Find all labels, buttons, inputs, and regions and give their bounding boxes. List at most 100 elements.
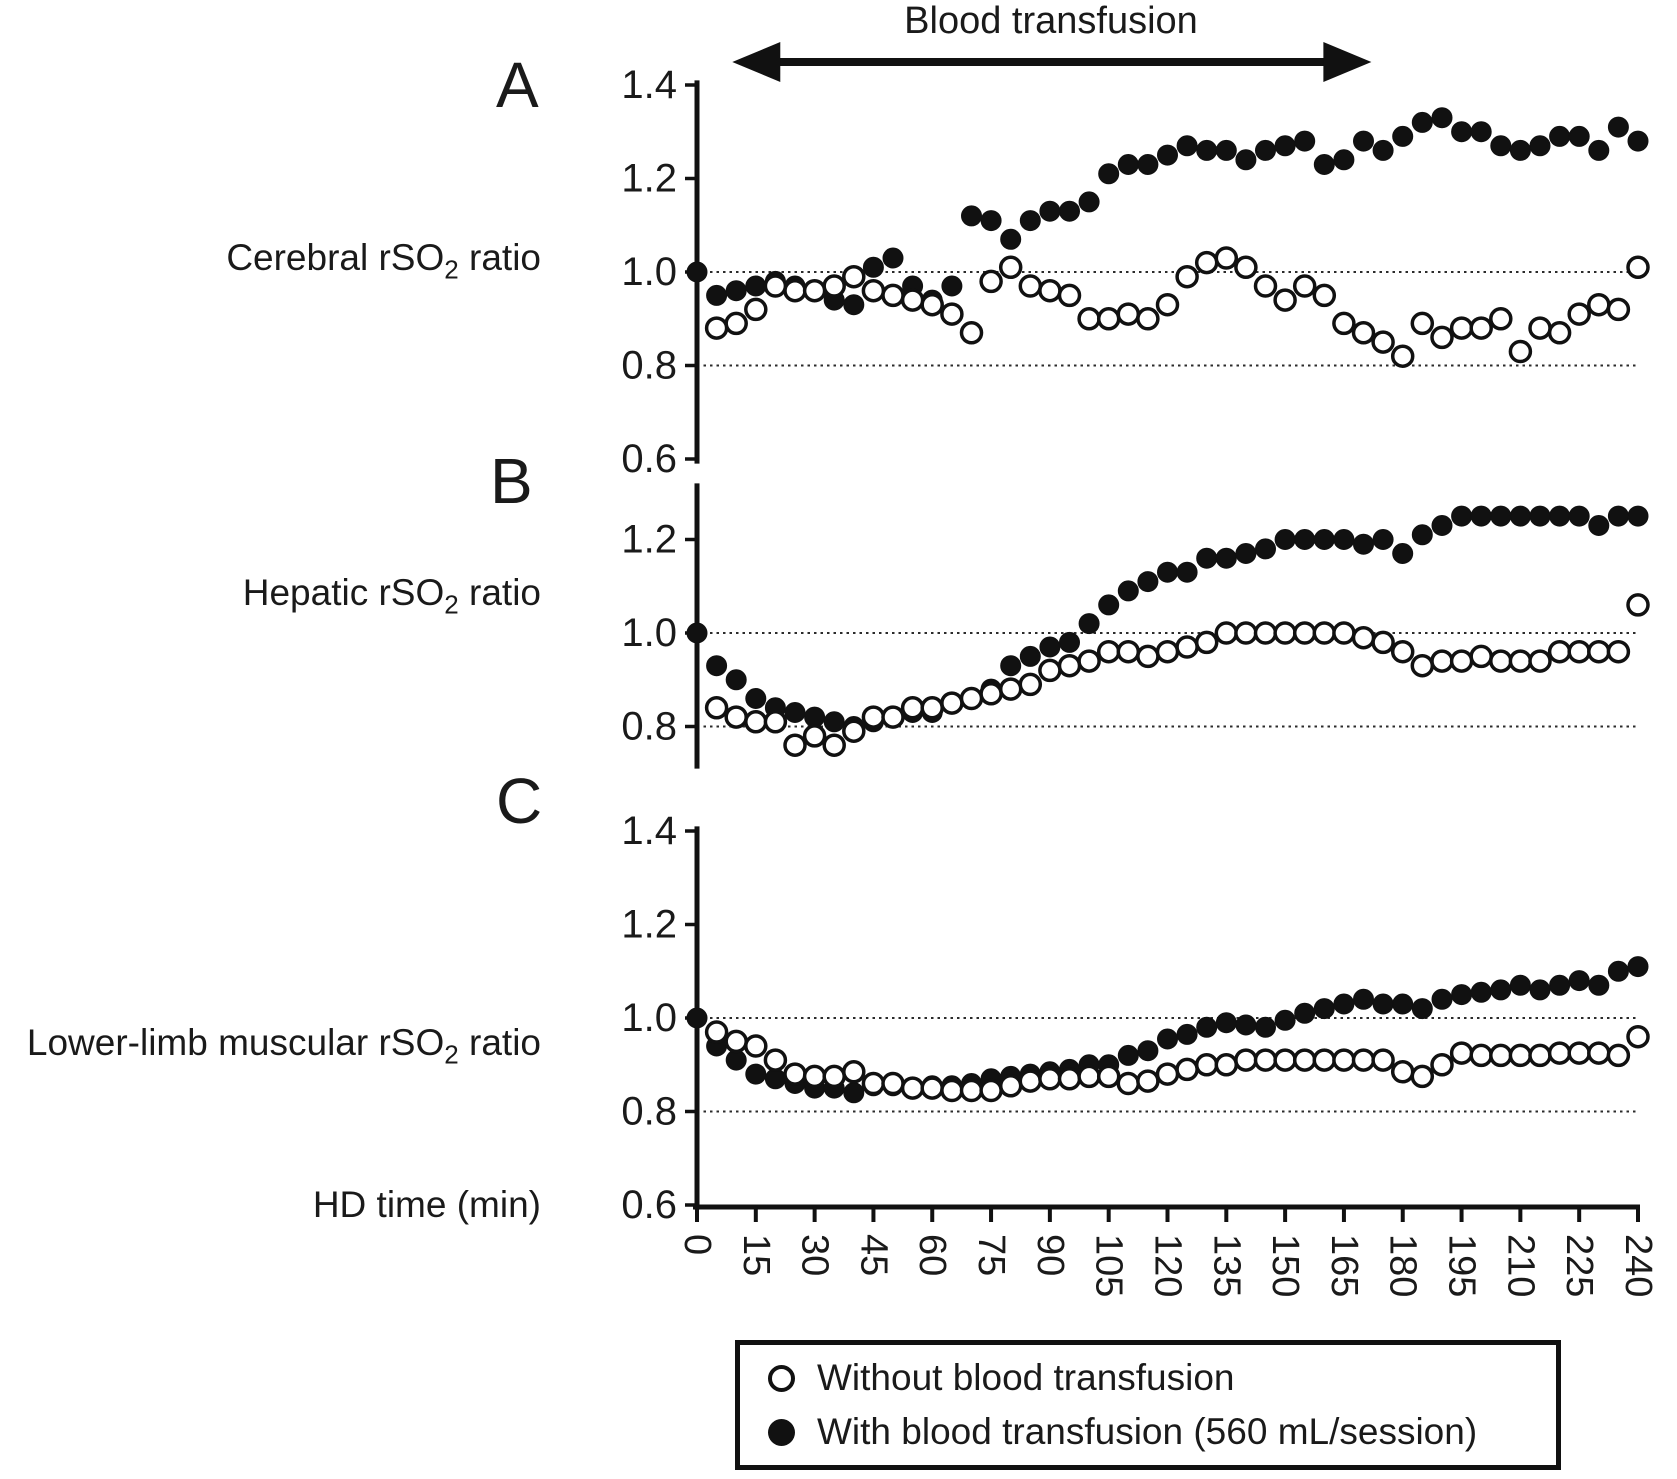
data-point-without-transfusion [1077, 307, 1101, 331]
data-point-with-transfusion [1509, 974, 1531, 996]
data-point-without-transfusion [959, 321, 984, 345]
data-point-without-transfusion [802, 278, 827, 303]
data-point-without-transfusion [724, 311, 748, 336]
data-point-without-transfusion [1175, 264, 1199, 289]
data-point-without-transfusion [1351, 1048, 1376, 1072]
data-point-with-transfusion [1372, 529, 1394, 550]
data-point-without-transfusion [763, 274, 788, 298]
data-point-with-transfusion [1039, 636, 1061, 658]
data-point-without-transfusion [881, 705, 905, 729]
data-point-without-transfusion [1528, 1043, 1552, 1068]
data-point-with-transfusion [862, 256, 884, 278]
data-point-with-transfusion [1431, 988, 1453, 1010]
data-point-without-transfusion [1057, 1067, 1082, 1091]
data-point-with-transfusion [1137, 1040, 1159, 1062]
data-point-with-transfusion [1215, 139, 1237, 161]
data-point-without-transfusion [900, 288, 925, 312]
data-point-with-transfusion [1490, 505, 1512, 527]
data-point-with-transfusion [1235, 543, 1257, 564]
data-point-with-transfusion [1019, 210, 1041, 232]
x-tick-label: 60 [911, 1234, 953, 1276]
data-point-with-transfusion [1431, 107, 1453, 129]
data-point-without-transfusion [998, 255, 1023, 280]
data-point-with-transfusion [1294, 529, 1316, 550]
data-point-without-transfusion [1175, 635, 1199, 659]
y-tick-label: 0.8 [621, 344, 677, 388]
panel-letter-a: A [496, 49, 539, 121]
data-point-without-transfusion [1626, 593, 1650, 617]
data-point-without-transfusion [1489, 307, 1513, 331]
filled-circle-icon [768, 1418, 795, 1446]
data-point-without-transfusion [1096, 639, 1121, 664]
data-point-with-transfusion [1529, 505, 1551, 527]
data-point-with-transfusion [1529, 979, 1551, 1001]
data-point-without-transfusion [1567, 639, 1591, 664]
series-without-transfusion [704, 246, 1650, 368]
y-tick-label: 1.0 [621, 996, 677, 1040]
x-tick-label: 30 [794, 1234, 836, 1276]
data-point-with-transfusion [1157, 144, 1178, 166]
data-point-with-transfusion [1333, 149, 1355, 171]
data-point-with-transfusion [1196, 139, 1218, 161]
data-point-with-transfusion [1392, 543, 1414, 564]
data-point-without-transfusion [1371, 330, 1395, 354]
data-point-with-transfusion [1078, 613, 1100, 635]
data-point-without-transfusion [704, 696, 729, 720]
data-point-with-transfusion [1176, 135, 1198, 157]
data-point-with-transfusion [1588, 974, 1610, 996]
data-point-without-transfusion [1547, 321, 1572, 345]
x-tick-label: 75 [970, 1234, 1012, 1276]
data-point-without-transfusion [1626, 1024, 1650, 1049]
legend-label-without: Without blood transfusion [817, 1357, 1235, 1398]
data-point-with-transfusion [1353, 988, 1374, 1010]
data-point-without-transfusion [1096, 307, 1121, 331]
x-tick-label: 105 [1088, 1234, 1130, 1297]
data-point-with-transfusion [1313, 529, 1335, 550]
data-point-without-transfusion [1508, 1043, 1533, 1068]
data-point-with-transfusion [1411, 111, 1433, 133]
data-point-without-transfusion [1155, 1062, 1180, 1086]
data-point-with-transfusion [1333, 993, 1355, 1015]
data-point-with-transfusion [1509, 505, 1531, 527]
data-point-without-transfusion [1155, 639, 1180, 664]
data-point-without-transfusion [802, 724, 827, 748]
data-point-with-transfusion [1137, 154, 1159, 175]
data-point-without-transfusion [1214, 621, 1239, 645]
data-point-without-transfusion [1273, 288, 1297, 312]
data-point-with-transfusion [1470, 121, 1492, 143]
legend-box: Without blood transfusion With blood tra… [735, 1340, 1561, 1470]
arrow-head-left-icon [732, 42, 781, 82]
data-point-without-transfusion [1116, 302, 1141, 326]
data-point-without-transfusion [724, 705, 748, 729]
data-point-without-transfusion [783, 733, 807, 757]
data-point-without-transfusion [1312, 1048, 1337, 1072]
data-point-with-transfusion [1451, 984, 1473, 1006]
data-point-with-transfusion [1098, 594, 1120, 616]
data-point-with-transfusion [980, 210, 1002, 232]
data-point-without-transfusion [959, 1078, 984, 1103]
ylabel-cerebral: Cerebral rSO2 ratio [226, 237, 541, 285]
data-point-with-transfusion [1509, 139, 1531, 161]
data-point-with-transfusion [1607, 505, 1629, 527]
data-point-without-transfusion [979, 269, 1003, 294]
data-point-with-transfusion [1000, 228, 1022, 250]
data-point-without-transfusion [900, 1076, 925, 1100]
data-point-without-transfusion [1469, 1043, 1493, 1068]
data-point-without-transfusion [1194, 1053, 1219, 1077]
data-point-without-transfusion [920, 1076, 944, 1100]
data-point-without-transfusion [744, 297, 768, 322]
data-point-without-transfusion [1018, 274, 1043, 298]
data-point-without-transfusion [1390, 639, 1415, 664]
data-point-without-transfusion [1508, 339, 1533, 364]
data-point-without-transfusion [1489, 1043, 1513, 1068]
data-point-with-transfusion [1117, 580, 1139, 602]
data-point-without-transfusion [1155, 292, 1180, 317]
data-point-with-transfusion [1039, 200, 1061, 222]
data-point-without-transfusion [822, 1064, 846, 1089]
data-point-without-transfusion [979, 1078, 1003, 1103]
data-point-without-transfusion [1292, 621, 1317, 645]
data-point-with-transfusion [725, 280, 747, 302]
data-point-with-transfusion [1411, 524, 1433, 546]
data-point-without-transfusion [1096, 1064, 1121, 1089]
